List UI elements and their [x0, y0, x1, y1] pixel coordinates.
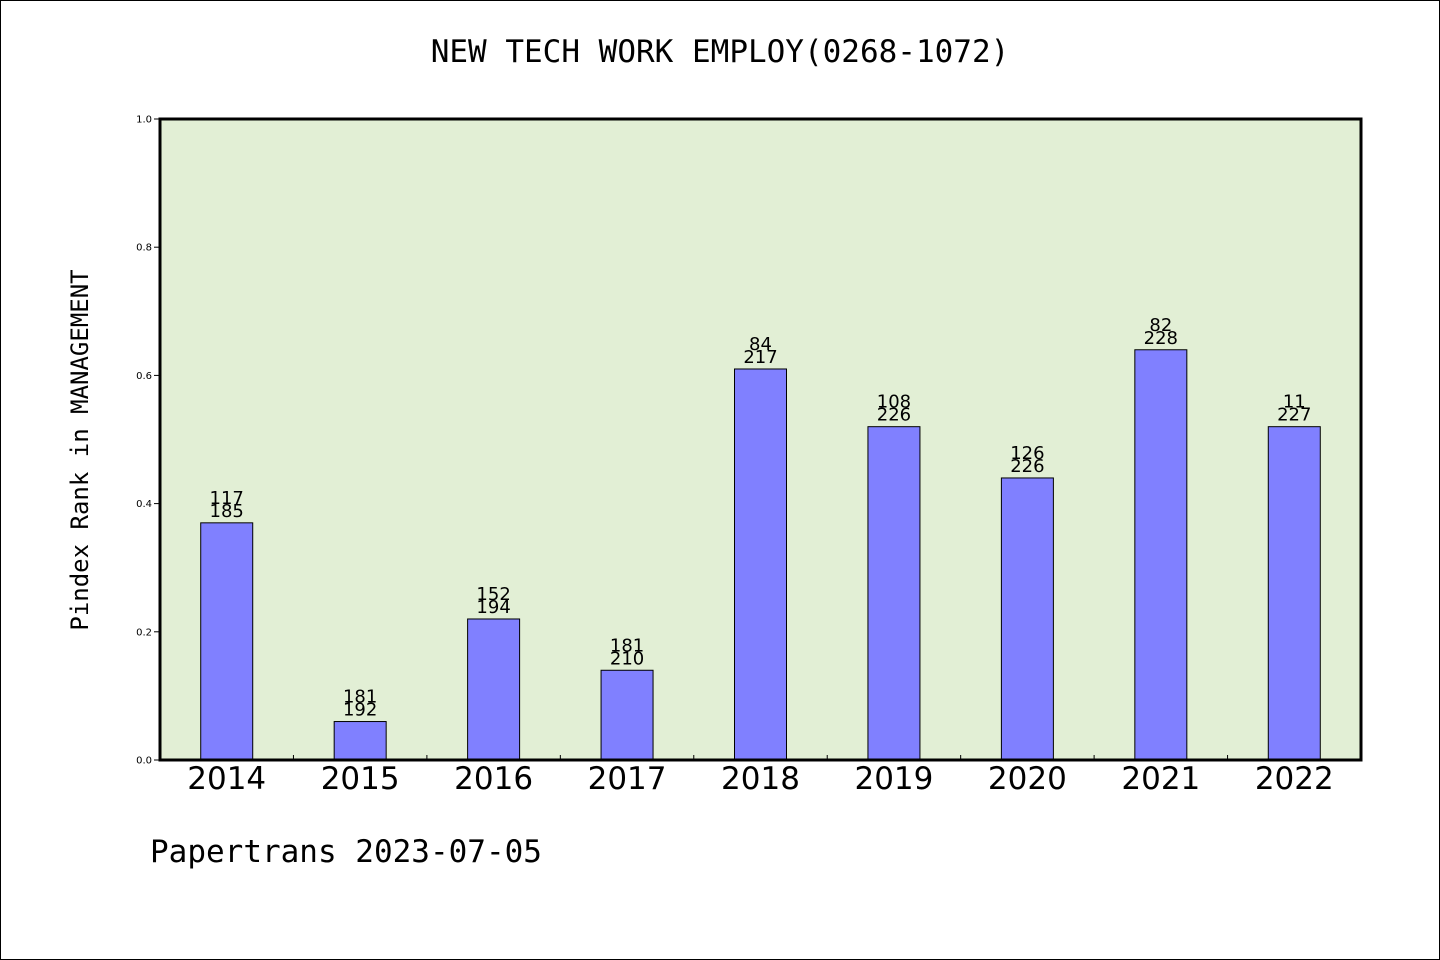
- bars-layer: [200, 349, 1321, 761]
- bar-label-top: 152: [476, 584, 510, 605]
- y-tick-label: 0.8: [136, 243, 152, 254]
- bar-label-top: 181: [610, 635, 644, 656]
- bar-label-bottom: 226: [1010, 456, 1044, 477]
- bar-label-top: 117: [210, 488, 244, 509]
- bar-2016: [467, 618, 521, 761]
- bar-label-top: 108: [877, 392, 911, 413]
- bar-label-bottom: 226: [877, 405, 911, 426]
- x-tick-label: 2017: [588, 761, 667, 797]
- x-tick-label: 2020: [988, 761, 1067, 797]
- y-tick-label: 0.0: [136, 756, 152, 767]
- y-tick-label: 1.0: [136, 115, 152, 126]
- axis-layer: 0.0 0.2 0.4 0.6 0.8 1.0 2014 2015 2016 2017 2018 20…: [136, 115, 1334, 798]
- x-tick-label: 2021: [1121, 761, 1200, 797]
- bar-label-bottom: 185: [210, 501, 244, 522]
- bar-label-top: 126: [1010, 443, 1044, 464]
- bar-2021: [1134, 349, 1188, 761]
- bar-2018: [734, 368, 787, 761]
- bar-label-bottom: 194: [476, 597, 510, 618]
- bar-label-bottom: 227: [1277, 405, 1311, 426]
- x-tick-label: 2016: [454, 761, 533, 797]
- bar-2015: [333, 721, 387, 761]
- labels-layer: 1171851811921521941812108421710822612622…: [210, 315, 1312, 721]
- bar-2020: [1000, 477, 1054, 761]
- bar-label-top: 181: [343, 687, 377, 708]
- footer-text: Papertrans 2023-07-05: [150, 834, 542, 870]
- bar-label-bottom: 228: [1144, 328, 1178, 349]
- x-tick-label: 2019: [854, 761, 933, 797]
- bar-2017: [600, 669, 654, 761]
- bar-label-top: 11: [1283, 392, 1306, 413]
- bar-label-top: 82: [1149, 315, 1172, 336]
- bar-label-top: 84: [749, 334, 772, 355]
- y-tick-label: 0.6: [136, 371, 152, 382]
- bar-2022: [1267, 426, 1321, 761]
- y-tick-label: 0.2: [136, 627, 152, 638]
- x-tick-label: 2018: [721, 761, 800, 797]
- y-tick-label: 0.4: [136, 499, 152, 510]
- bar-label-bottom: 192: [343, 700, 377, 721]
- x-tick-label: 2014: [187, 761, 266, 797]
- plot-border: [158, 117, 1363, 762]
- bar-label-bottom: 217: [743, 347, 777, 368]
- x-tick-label: 2015: [321, 761, 400, 797]
- bar-2019: [867, 426, 921, 761]
- bar-label-bottom: 210: [610, 648, 644, 669]
- x-tick-label: 2022: [1255, 761, 1334, 797]
- chart-title: NEW TECH WORK EMPLOY(0268-1072): [430, 34, 1010, 70]
- bar-2014: [200, 522, 254, 761]
